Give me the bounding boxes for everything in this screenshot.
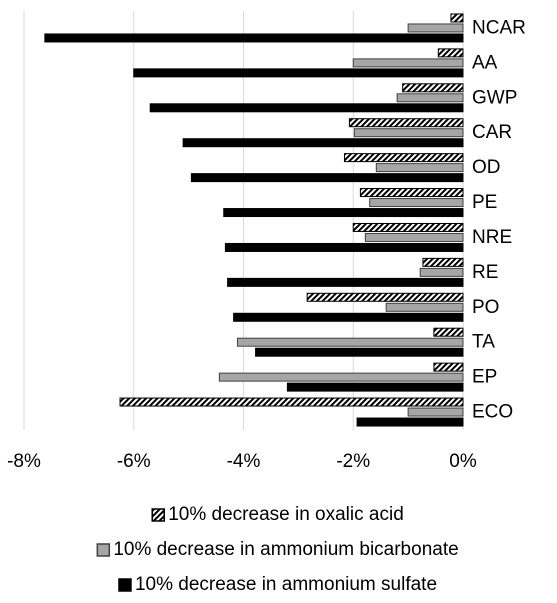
y-tick-label: AA bbox=[472, 52, 498, 73]
legend-swatch bbox=[118, 578, 132, 592]
y-tick-label: GWP bbox=[472, 87, 517, 108]
bar bbox=[422, 257, 464, 267]
y-tick-label: TA bbox=[472, 332, 495, 353]
bar bbox=[433, 327, 464, 337]
bar bbox=[227, 277, 464, 287]
bar bbox=[433, 362, 464, 372]
bar bbox=[364, 232, 464, 242]
y-tick-label: PE bbox=[472, 192, 497, 213]
bar bbox=[369, 198, 464, 208]
bar bbox=[375, 163, 464, 173]
legend-label: 10% decrease in ammonium sulfate bbox=[135, 574, 437, 595]
y-tick-label: OD bbox=[472, 157, 501, 178]
bar bbox=[407, 23, 464, 33]
bar bbox=[306, 292, 464, 302]
y-tick-label: RE bbox=[472, 262, 498, 283]
bar bbox=[255, 347, 464, 357]
y-tick-label: NCAR bbox=[472, 17, 526, 38]
bar bbox=[133, 68, 464, 78]
bar bbox=[407, 407, 464, 417]
x-tick-label: -6% bbox=[117, 451, 151, 472]
bar bbox=[359, 188, 464, 198]
bar bbox=[190, 173, 464, 183]
y-tick-label: ECO bbox=[472, 402, 513, 423]
legend-swatch bbox=[96, 543, 111, 557]
bar bbox=[182, 138, 464, 148]
bar bbox=[356, 417, 464, 427]
bar bbox=[233, 312, 464, 322]
bar bbox=[286, 382, 464, 392]
legend-swatch bbox=[151, 508, 165, 522]
bar bbox=[437, 48, 464, 58]
bar bbox=[218, 372, 464, 382]
bar bbox=[352, 58, 464, 68]
bar bbox=[352, 222, 464, 232]
y-tick-label: NRE bbox=[472, 227, 512, 248]
bar bbox=[236, 337, 464, 347]
bar bbox=[224, 242, 464, 252]
bar bbox=[343, 153, 464, 163]
x-tick-label: -8% bbox=[7, 451, 41, 472]
bar bbox=[353, 128, 464, 138]
y-tick-label: PO bbox=[472, 297, 499, 318]
bar bbox=[149, 103, 464, 113]
legend-label: 10% decrease in oxalic acid bbox=[168, 504, 404, 525]
bar bbox=[119, 397, 464, 407]
bar bbox=[385, 302, 464, 312]
x-tick-label: -2% bbox=[336, 451, 370, 472]
y-tick-label: CAR bbox=[472, 122, 512, 143]
bar bbox=[450, 13, 464, 23]
x-tick-label: 0% bbox=[449, 451, 477, 472]
bar bbox=[44, 33, 464, 43]
x-tick-label: -4% bbox=[227, 451, 261, 472]
bar bbox=[348, 118, 464, 128]
bar bbox=[402, 83, 464, 93]
legend-label: 10% decrease in ammonium bicarbonate bbox=[113, 539, 458, 560]
bar bbox=[396, 93, 464, 103]
y-tick-label: EP bbox=[472, 367, 497, 388]
bar bbox=[419, 267, 464, 277]
bar bbox=[223, 208, 464, 218]
